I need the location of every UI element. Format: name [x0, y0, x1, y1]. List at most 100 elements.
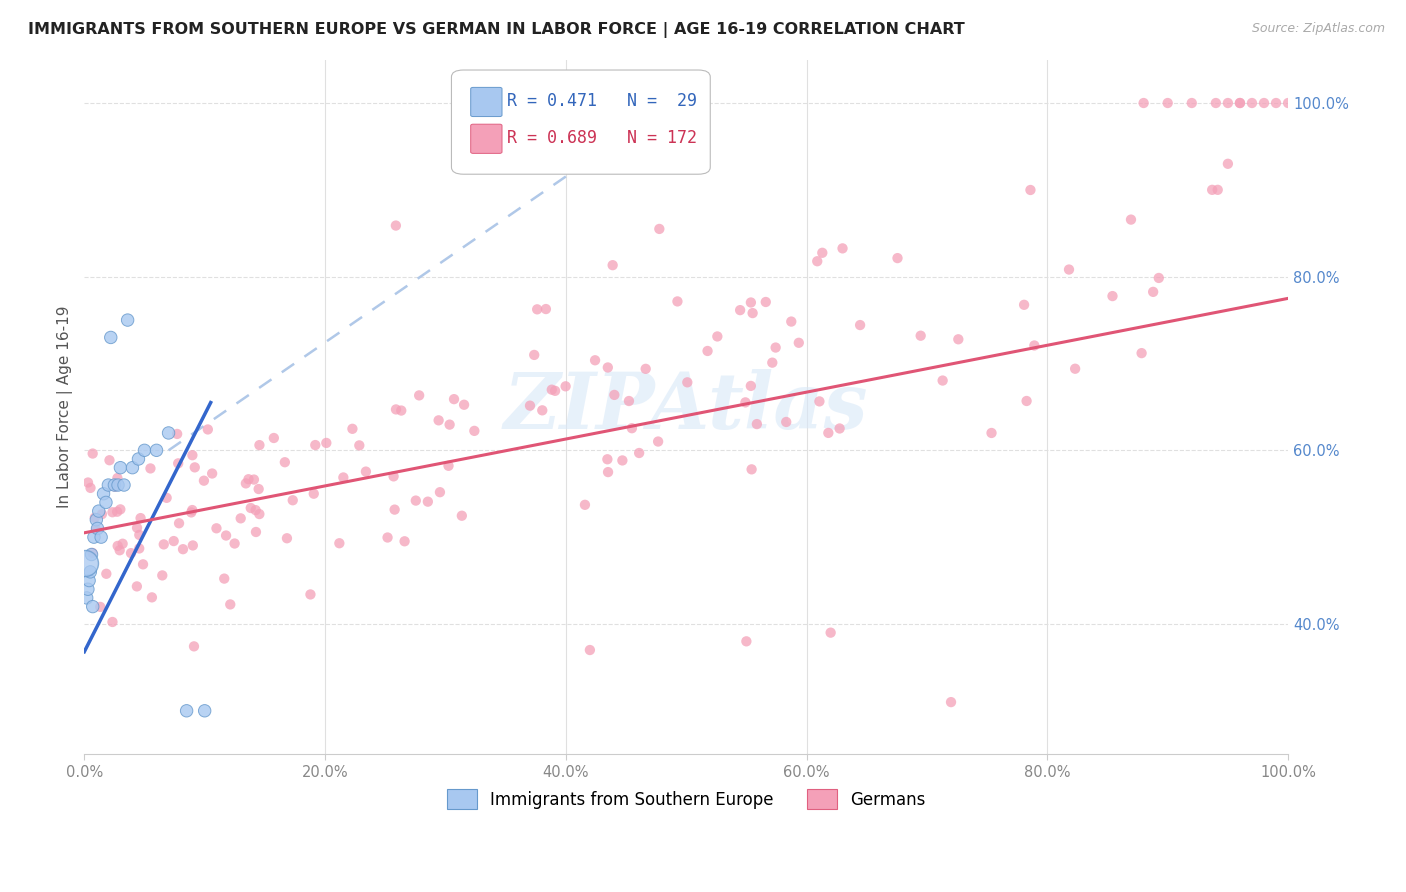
Point [828, 421, 851, 435]
Point [104, 480, 127, 494]
Point [531, 403, 554, 417]
Point [181, 448, 204, 462]
Point [1229, 95, 1251, 110]
Point [90, 507, 112, 521]
Y-axis label: In Labor Force | Age 16-19: In Labor Force | Age 16-19 [58, 306, 73, 508]
Point [141, 591, 163, 605]
Point [696, 343, 718, 358]
Point [745, 417, 768, 431]
Point [247, 482, 270, 496]
Point [84, 523, 107, 537]
Point [647, 434, 669, 449]
Point [176, 704, 198, 718]
Point [728, 303, 751, 318]
Point [817, 425, 839, 440]
Point [96, 566, 118, 581]
Point [1119, 212, 1142, 227]
Point [617, 394, 640, 409]
Point [152, 537, 174, 551]
Point [304, 438, 326, 452]
Point [596, 452, 619, 467]
Point [166, 426, 188, 441]
Point [634, 362, 657, 376]
Point [125, 579, 148, 593]
Text: R = 0.689   N = 172: R = 0.689 N = 172 [506, 129, 697, 147]
Point [194, 704, 217, 718]
Point [156, 491, 179, 505]
Point [77, 574, 100, 588]
Point [315, 436, 337, 450]
Point [1205, 95, 1227, 110]
Point [1277, 95, 1299, 110]
Point [76, 591, 98, 605]
Legend: Immigrants from Southern Europe, Germans: Immigrants from Southern Europe, Germans [440, 783, 932, 815]
Point [1019, 183, 1042, 197]
Point [808, 394, 831, 409]
Point [948, 332, 970, 346]
Point [405, 493, 427, 508]
Point [734, 395, 756, 409]
Point [83, 510, 105, 524]
Point [450, 508, 472, 523]
Point [939, 695, 962, 709]
Point [1057, 262, 1080, 277]
Point [87, 504, 110, 518]
Point [1229, 95, 1251, 110]
Point [1253, 95, 1275, 110]
Point [385, 219, 408, 233]
Point [775, 415, 797, 429]
Point [1024, 338, 1046, 352]
Text: ZIPAtlas: ZIPAtlas [503, 368, 869, 445]
Point [121, 460, 143, 475]
Point [132, 558, 155, 572]
Point [101, 505, 124, 519]
Point [77, 475, 100, 490]
Point [101, 615, 124, 629]
Point [389, 403, 412, 417]
Point [107, 478, 129, 492]
Point [519, 399, 541, 413]
Point [245, 524, 267, 539]
Point [105, 505, 128, 519]
Point [534, 301, 557, 316]
Point [239, 501, 262, 516]
Point [886, 251, 908, 265]
Point [1132, 95, 1154, 110]
Point [453, 398, 475, 412]
Point [97, 478, 120, 492]
Point [1130, 346, 1153, 360]
Point [980, 425, 1002, 440]
Point [201, 467, 224, 481]
Point [103, 478, 125, 492]
Point [429, 485, 451, 500]
Point [1142, 285, 1164, 299]
Point [596, 465, 619, 479]
Point [108, 543, 131, 558]
Point [523, 348, 546, 362]
Point [249, 438, 271, 452]
Point [129, 511, 152, 525]
Point [245, 503, 267, 517]
FancyBboxPatch shape [471, 87, 502, 117]
Point [79, 481, 101, 495]
Point [218, 816, 240, 830]
Point [328, 536, 350, 550]
Point [574, 498, 596, 512]
Point [554, 379, 576, 393]
Point [75, 556, 97, 570]
Point [167, 456, 190, 470]
Point [1240, 95, 1263, 110]
Point [120, 546, 142, 560]
Point [219, 598, 242, 612]
Point [281, 493, 304, 508]
Point [299, 587, 322, 601]
FancyBboxPatch shape [471, 124, 502, 153]
Point [443, 392, 465, 406]
Point [596, 360, 619, 375]
Point [354, 465, 377, 479]
Point [648, 222, 671, 236]
Point [394, 534, 416, 549]
Point [110, 460, 132, 475]
Point [1147, 271, 1170, 285]
Point [157, 425, 180, 440]
